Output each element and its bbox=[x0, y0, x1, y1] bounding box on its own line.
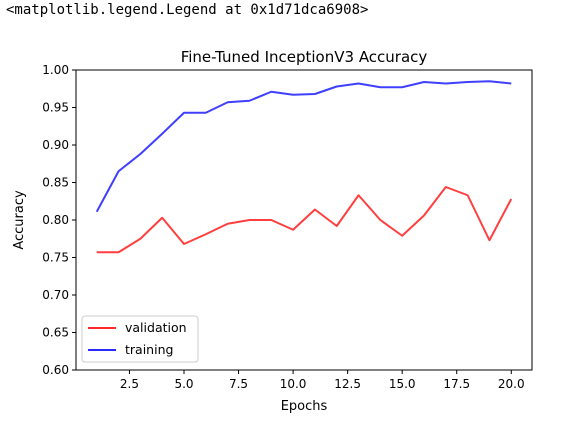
y-tick-label: 0.65 bbox=[42, 326, 69, 340]
legend-label-training: training bbox=[125, 342, 173, 357]
y-tick-label: 0.95 bbox=[42, 101, 69, 115]
x-axis: 2.5 5.0 7.5 10.0 12.5 15.0 17.5 20.0 bbox=[120, 370, 525, 391]
plot-lines bbox=[97, 81, 512, 252]
legend-label-validation: validation bbox=[125, 320, 187, 335]
y-tick-label: 0.90 bbox=[42, 138, 69, 152]
x-tick-label: 5.0 bbox=[174, 377, 193, 391]
y-axis: 0.60 0.65 0.70 0.75 0.80 0.85 0.90 0.95 1.00 bbox=[42, 63, 76, 377]
x-tick-label: 20.0 bbox=[498, 377, 525, 391]
y-tick-label: 0.75 bbox=[42, 251, 69, 265]
y-axis-label: Accuracy bbox=[12, 190, 27, 250]
y-tick-label: 0.85 bbox=[42, 176, 69, 190]
series-line-training bbox=[97, 81, 512, 212]
x-axis-label: Epochs bbox=[281, 399, 328, 414]
chart-title: Fine-Tuned InceptionV3 Accuracy bbox=[181, 48, 428, 66]
x-tick-label: 7.5 bbox=[229, 377, 248, 391]
x-tick-label: 10.0 bbox=[280, 377, 307, 391]
x-tick-label: 2.5 bbox=[120, 377, 139, 391]
x-tick-label: 17.5 bbox=[443, 377, 470, 391]
x-tick-label: 15.0 bbox=[389, 377, 416, 391]
y-tick-label: 0.80 bbox=[42, 213, 69, 227]
y-tick-label: 1.00 bbox=[42, 63, 69, 77]
x-tick-label: 12.5 bbox=[334, 377, 361, 391]
y-tick-label: 0.60 bbox=[42, 363, 69, 377]
series-line-validation bbox=[97, 187, 512, 252]
y-tick-label: 0.70 bbox=[42, 288, 69, 302]
legend: validation training bbox=[82, 316, 198, 362]
